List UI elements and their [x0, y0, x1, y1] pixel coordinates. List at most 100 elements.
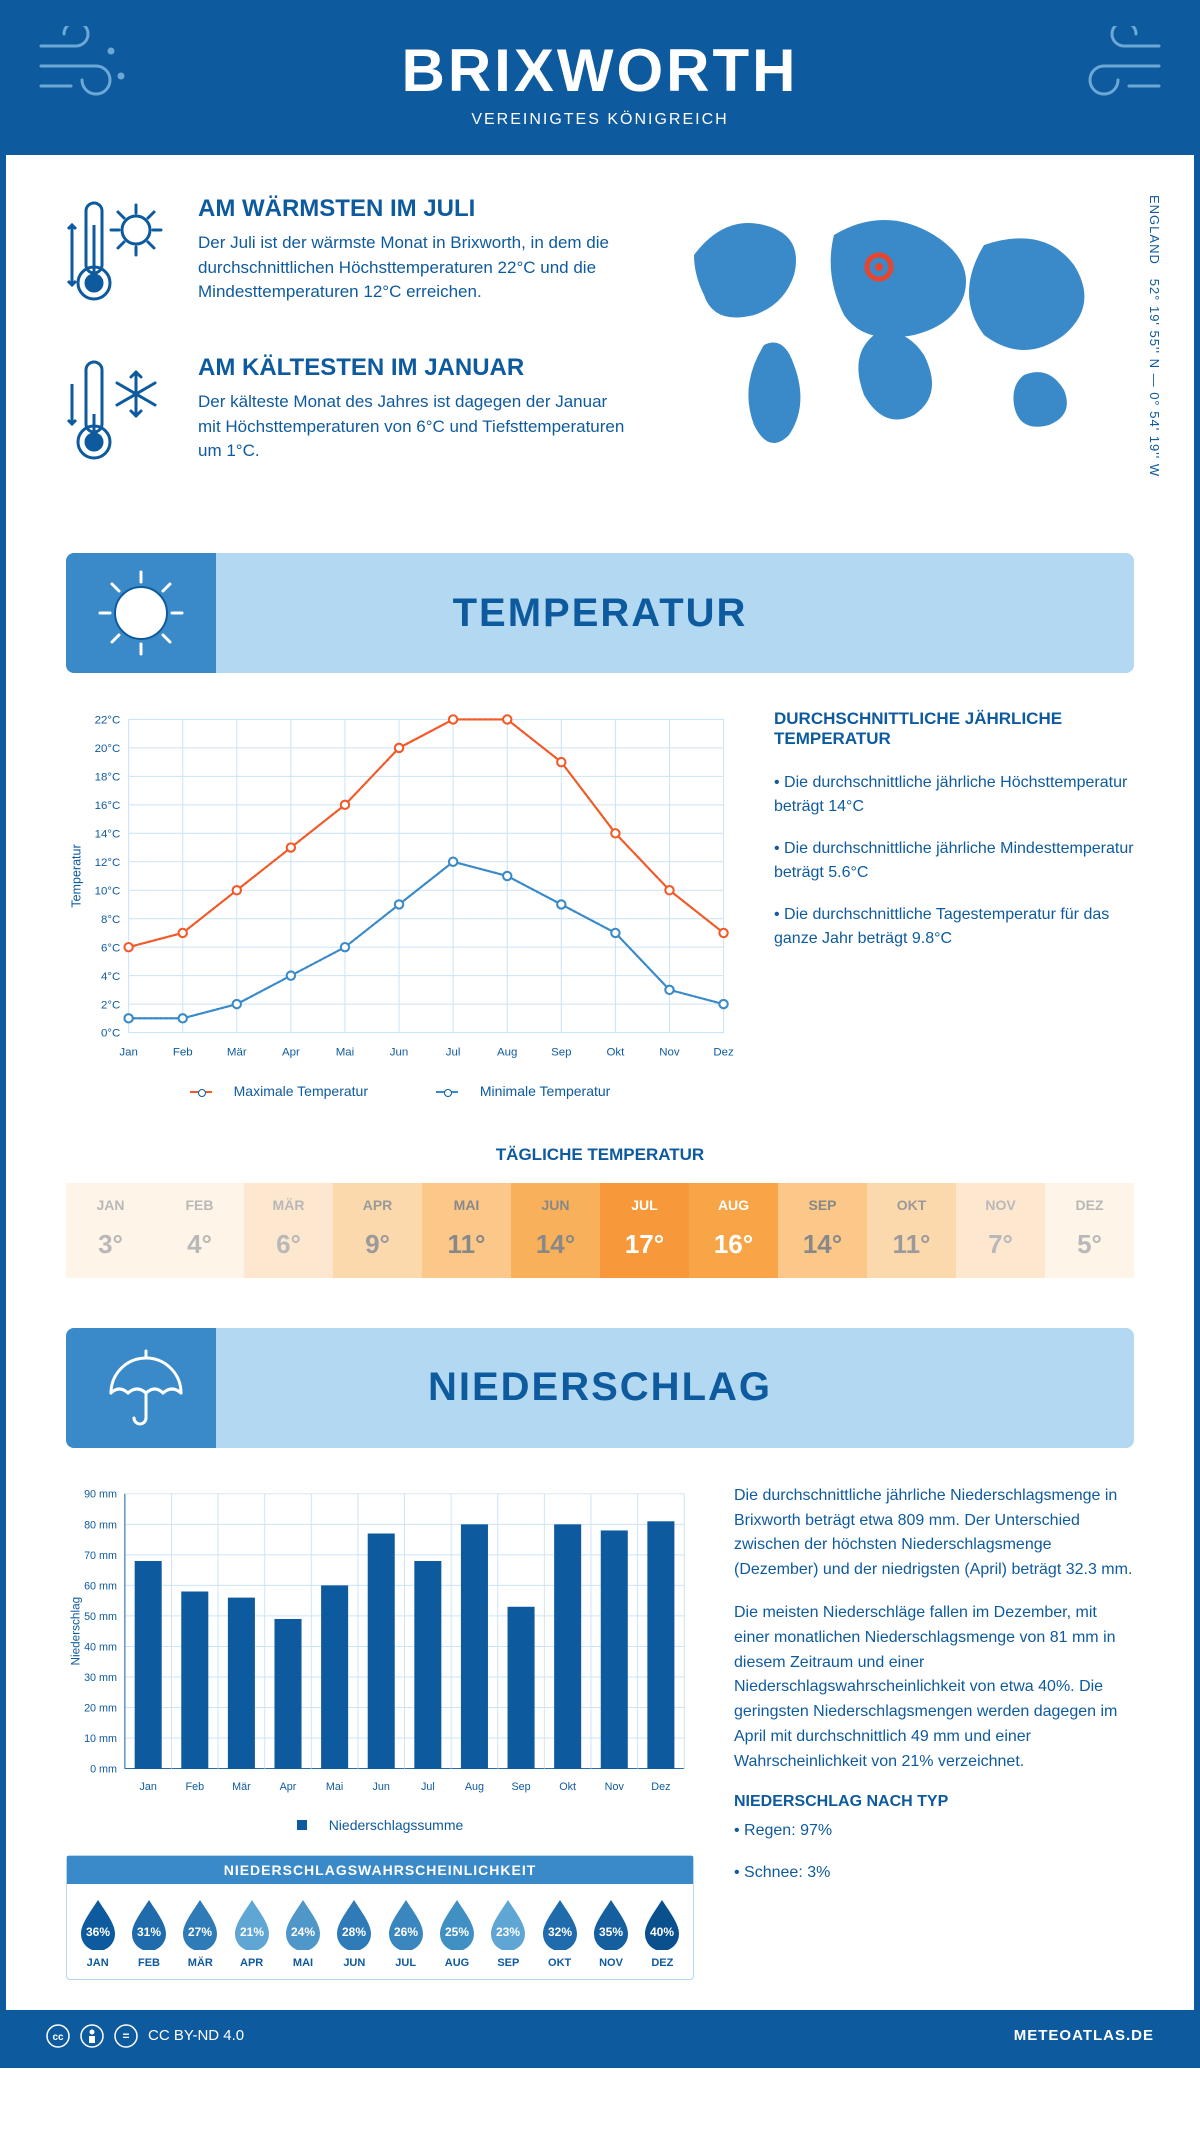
daily-cell: DEZ5°: [1045, 1183, 1134, 1278]
svg-text:26%: 26%: [394, 1925, 418, 1939]
svg-text:Jul: Jul: [421, 1781, 435, 1793]
thermometer-cold-icon: [66, 354, 176, 479]
section-title: TEMPERATUR: [453, 591, 748, 636]
precip-side-text: Die durchschnittliche jährliche Niedersc…: [734, 1484, 1134, 1980]
coldest-summary: AM KÄLTESTEN IM JANUAR Der kälteste Mona…: [66, 354, 634, 479]
svg-text:=: =: [122, 2029, 129, 2043]
rain-drop: 25%AUG: [432, 1896, 481, 1969]
svg-text:Aug: Aug: [497, 1047, 517, 1059]
svg-text:Feb: Feb: [186, 1781, 205, 1793]
daily-temp-title: TÄGLICHE TEMPERATUR: [66, 1145, 1134, 1165]
svg-text:35%: 35%: [599, 1925, 623, 1939]
svg-text:18°C: 18°C: [95, 772, 121, 784]
footer: cc = CC BY-ND 4.0 METEOATLAS.DE: [6, 2010, 1194, 2062]
country-subtitle: VEREINIGTES KÖNIGREICH: [26, 111, 1174, 129]
warmest-summary: AM WÄRMSTEN IM JULI Der Juli ist der wär…: [66, 195, 634, 320]
daily-cell: APR9°: [333, 1183, 422, 1278]
coordinates: ENGLAND 52° 19' 55'' N — 0° 54' 19'' W: [1147, 195, 1162, 477]
svg-text:90 mm: 90 mm: [84, 1489, 117, 1501]
svg-text:28%: 28%: [342, 1925, 366, 1939]
svg-text:Dez: Dez: [651, 1781, 670, 1793]
svg-text:70 mm: 70 mm: [84, 1550, 117, 1562]
license: cc = CC BY-ND 4.0: [46, 2024, 244, 2048]
svg-text:0 mm: 0 mm: [90, 1763, 117, 1775]
svg-text:27%: 27%: [188, 1925, 212, 1939]
svg-text:Nov: Nov: [659, 1047, 680, 1059]
daily-cell: JAN3°: [66, 1183, 155, 1278]
svg-text:Jan: Jan: [139, 1781, 156, 1793]
wind-icon: [36, 26, 146, 111]
rain-drop: 31%FEB: [124, 1896, 173, 1969]
svg-text:Apr: Apr: [280, 1781, 297, 1793]
svg-text:10°C: 10°C: [95, 885, 121, 897]
svg-text:Okt: Okt: [606, 1047, 625, 1059]
svg-text:25%: 25%: [445, 1925, 469, 1939]
svg-text:20°C: 20°C: [95, 743, 121, 755]
svg-text:22°C: 22°C: [95, 715, 121, 727]
rain-drop: 35%NOV: [586, 1896, 635, 1969]
svg-text:cc: cc: [52, 2032, 64, 2043]
daily-cell: AUG16°: [689, 1183, 778, 1278]
svg-text:80 mm: 80 mm: [84, 1519, 117, 1531]
temperature-line-chart: 0°C2°C4°C6°C8°C10°C12°C14°C16°C18°C20°C2…: [66, 709, 734, 1099]
svg-text:Niederschlag: Niederschlag: [70, 1597, 83, 1666]
svg-text:Jun: Jun: [390, 1047, 409, 1059]
svg-text:32%: 32%: [548, 1925, 572, 1939]
svg-text:40%: 40%: [650, 1925, 674, 1939]
svg-text:Nov: Nov: [605, 1781, 625, 1793]
rain-drop: 36%JAN: [73, 1896, 122, 1969]
daily-cell: SEP14°: [778, 1183, 867, 1278]
precipitation-banner: NIEDERSCHLAG: [66, 1328, 1134, 1448]
svg-text:21%: 21%: [240, 1925, 264, 1939]
wind-icon: [1054, 26, 1164, 111]
sun-icon: [66, 553, 216, 673]
daily-cell: MAI11°: [422, 1183, 511, 1278]
temp-side-text: DURCHSCHNITTLICHE JÄHRLICHE TEMPERATUR •…: [774, 709, 1134, 1099]
svg-text:4°C: 4°C: [101, 971, 120, 983]
svg-text:Jul: Jul: [446, 1047, 461, 1059]
rain-drop: 23%SEP: [484, 1896, 533, 1969]
svg-text:31%: 31%: [137, 1925, 161, 1939]
svg-text:Dez: Dez: [713, 1047, 734, 1059]
svg-text:Feb: Feb: [173, 1047, 193, 1059]
svg-text:6°C: 6°C: [101, 942, 120, 954]
svg-text:60 mm: 60 mm: [84, 1580, 117, 1592]
temperature-banner: TEMPERATUR: [66, 553, 1134, 673]
svg-text:10 mm: 10 mm: [84, 1733, 117, 1745]
cold-title: AM KÄLTESTEN IM JANUAR: [198, 354, 634, 382]
section-title: NIEDERSCHLAG: [428, 1365, 772, 1410]
svg-text:Sep: Sep: [551, 1047, 571, 1059]
svg-text:Mai: Mai: [336, 1047, 354, 1059]
svg-text:Mär: Mär: [227, 1047, 247, 1059]
rain-drop: 24%MAI: [278, 1896, 327, 1969]
world-map: ENGLAND 52° 19' 55'' N — 0° 54' 19'' W: [674, 195, 1134, 513]
precip-legend: Niederschlagssumme: [66, 1817, 694, 1833]
rain-drop: 26%JUL: [381, 1896, 430, 1969]
daily-cell: MÄR6°: [244, 1183, 333, 1278]
svg-text:Jan: Jan: [119, 1047, 138, 1059]
svg-text:40 mm: 40 mm: [84, 1641, 117, 1653]
svg-text:Aug: Aug: [465, 1781, 484, 1793]
warm-text: Der Juli ist der wärmste Monat in Brixwo…: [198, 231, 634, 305]
svg-text:Temperatur: Temperatur: [70, 844, 84, 907]
precipitation-bar-chart: 0 mm10 mm20 mm30 mm40 mm50 mm60 mm70 mm8…: [66, 1484, 694, 1833]
header: BRIXWORTH VEREINIGTES KÖNIGREICH: [6, 6, 1194, 155]
site-name: METEOATLAS.DE: [1014, 2027, 1154, 2044]
svg-text:8°C: 8°C: [101, 914, 120, 926]
daily-cell: OKT11°: [867, 1183, 956, 1278]
svg-text:16°C: 16°C: [95, 800, 121, 812]
rain-drop: 27%MÄR: [176, 1896, 225, 1969]
daily-cell: JUL17°: [600, 1183, 689, 1278]
warm-title: AM WÄRMSTEN IM JULI: [198, 195, 634, 223]
svg-text:Sep: Sep: [511, 1781, 530, 1793]
svg-text:Mai: Mai: [326, 1781, 343, 1793]
svg-text:Jun: Jun: [373, 1781, 390, 1793]
daily-cell: NOV7°: [956, 1183, 1045, 1278]
rain-drop: 32%OKT: [535, 1896, 584, 1969]
daily-temp-table: JAN3°FEB4°MÄR6°APR9°MAI11°JUN14°JUL17°AU…: [66, 1183, 1134, 1278]
svg-text:24%: 24%: [291, 1925, 315, 1939]
precipitation-probability: NIEDERSCHLAGSWAHRSCHEINLICHKEIT 36%JAN31…: [66, 1855, 694, 1980]
svg-text:14°C: 14°C: [95, 828, 121, 840]
city-title: BRIXWORTH: [26, 36, 1174, 105]
svg-text:50 mm: 50 mm: [84, 1611, 117, 1623]
